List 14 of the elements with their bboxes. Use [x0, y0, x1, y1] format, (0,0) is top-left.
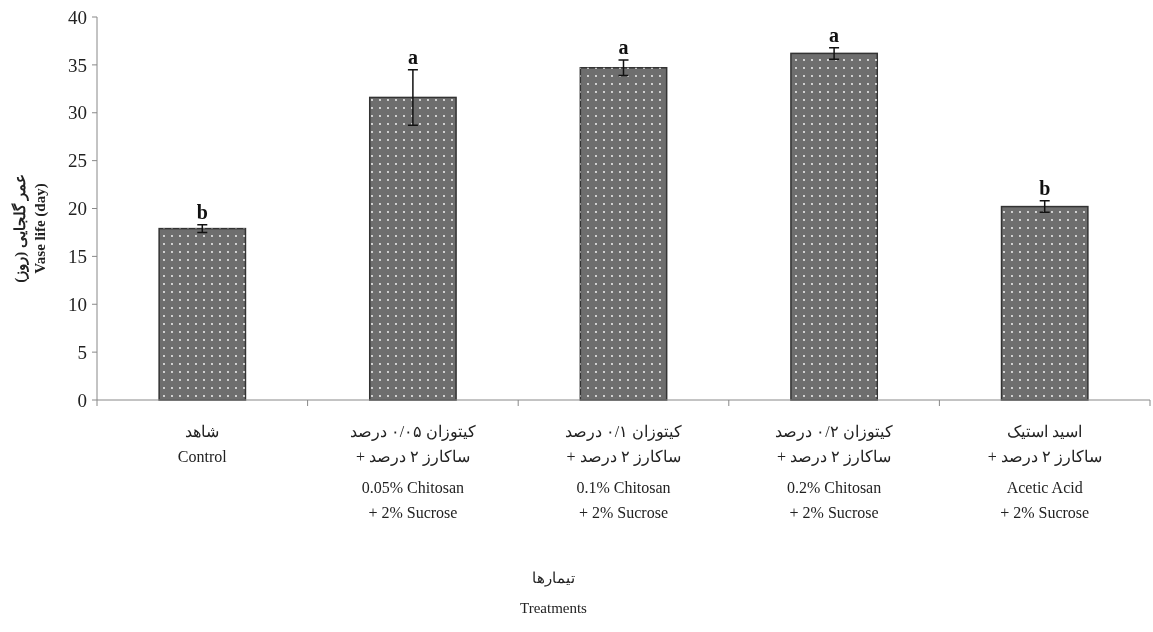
- y-tick-label: 5: [77, 341, 87, 363]
- y-tick-label: 15: [68, 246, 87, 268]
- annotation: a: [618, 36, 629, 59]
- y-tick-label: 25: [68, 150, 87, 172]
- y-tick-label: 40: [68, 6, 87, 28]
- annotation: b: [196, 200, 208, 223]
- y-tick-label: 0: [77, 389, 87, 411]
- annotation: a: [829, 23, 840, 46]
- y-tick-label: 35: [68, 54, 87, 76]
- y-tick-label: 20: [68, 198, 87, 220]
- annotation: a: [407, 45, 418, 68]
- annotation: b: [1039, 176, 1051, 199]
- y-tick-label: 30: [68, 102, 87, 124]
- y-tick-label: 10: [68, 293, 87, 315]
